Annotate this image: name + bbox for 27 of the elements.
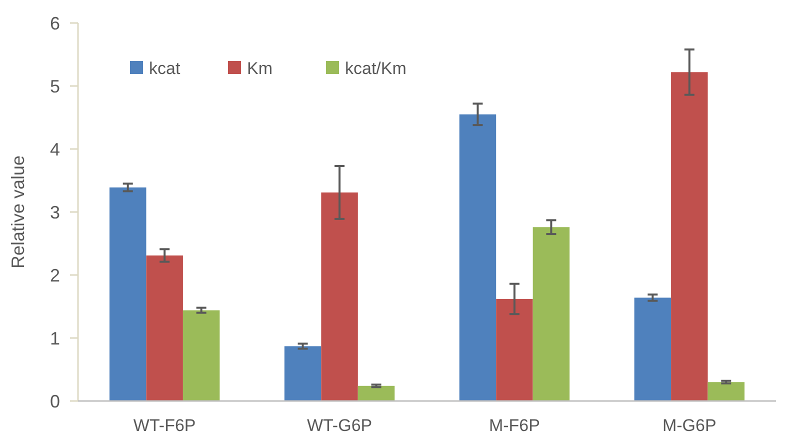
y-tick-label: 0 xyxy=(50,391,60,412)
bar xyxy=(109,187,146,401)
bar xyxy=(182,310,220,401)
bar xyxy=(321,192,358,401)
bar xyxy=(708,382,745,401)
legend-label: Km xyxy=(247,58,272,78)
y-tick-label: 4 xyxy=(50,139,60,160)
x-tick-label: M-F6P xyxy=(488,416,540,435)
bar xyxy=(496,298,533,401)
bar xyxy=(284,346,322,401)
x-tick-label: WT-G6P xyxy=(306,416,372,435)
bar xyxy=(459,114,496,401)
x-tick-label: M-G6P xyxy=(662,416,716,435)
bar xyxy=(671,72,708,401)
legend-label: kcat xyxy=(149,58,180,78)
x-tick-label: WT-F6P xyxy=(133,416,196,435)
bar xyxy=(532,227,570,401)
y-axis-title: Relative value xyxy=(8,155,28,269)
y-tick-label: 2 xyxy=(50,265,60,286)
y-tick-label: 6 xyxy=(50,13,60,34)
y-tick-label: 3 xyxy=(50,202,60,222)
bar xyxy=(634,298,672,401)
bar xyxy=(358,386,395,401)
y-tick-label: 5 xyxy=(50,76,60,96)
y-tick-label: 1 xyxy=(50,328,60,348)
bar xyxy=(146,255,183,401)
legend-label: kcat/Km xyxy=(345,58,406,78)
